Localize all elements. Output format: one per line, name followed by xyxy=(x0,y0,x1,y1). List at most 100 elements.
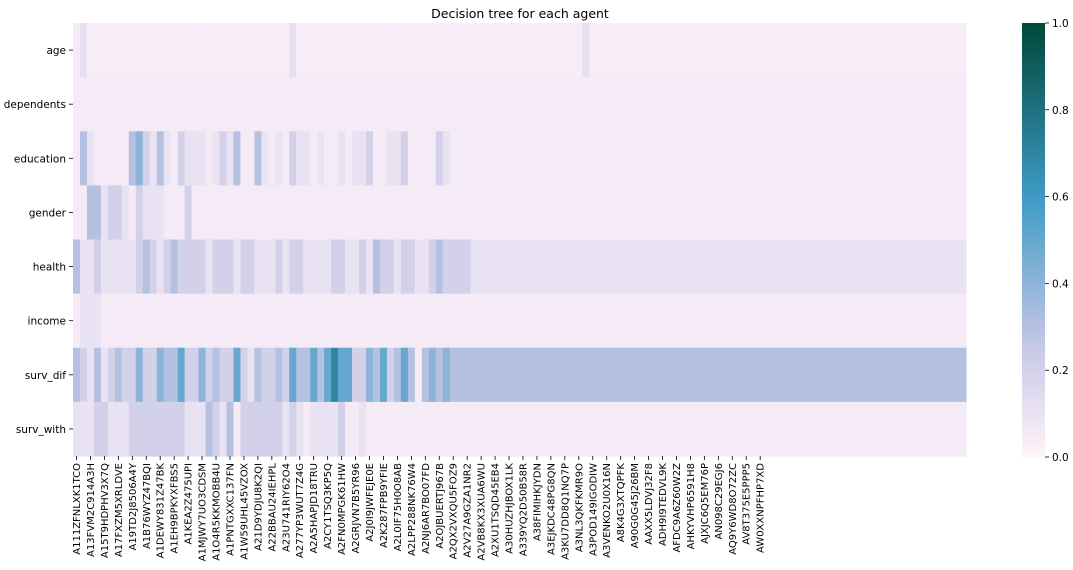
x-tick-label: A2FN0MPGK61HW xyxy=(337,463,348,555)
heatmap-cell xyxy=(177,347,186,403)
heatmap-cell xyxy=(491,77,500,132)
heatmap-cell xyxy=(610,347,618,403)
heatmap-cell xyxy=(268,401,276,457)
heatmap-cell xyxy=(679,347,688,403)
heatmap-cell xyxy=(310,185,318,241)
heatmap-cell xyxy=(547,239,555,295)
heatmap-cell xyxy=(303,401,311,457)
heatmap-cell xyxy=(819,401,828,457)
heatmap-cell xyxy=(603,77,611,132)
heatmap-cell xyxy=(407,185,416,241)
heatmap-cell xyxy=(756,401,765,457)
heatmap-cell xyxy=(896,131,904,186)
heatmap-cell xyxy=(303,77,311,132)
heatmap-cell xyxy=(505,239,514,295)
heatmap-cell xyxy=(428,347,437,403)
heatmap-cell xyxy=(526,293,535,349)
heatmap-cell xyxy=(840,131,848,186)
heatmap-cell xyxy=(163,401,172,457)
heatmap-cell xyxy=(435,239,444,295)
heatmap-cell xyxy=(100,23,109,78)
heatmap-cell xyxy=(686,185,695,241)
heatmap-cell xyxy=(589,131,597,186)
heatmap-cell xyxy=(812,293,821,349)
heatmap-cell xyxy=(338,185,346,241)
heatmap-cell xyxy=(393,185,402,241)
heatmap-cell xyxy=(421,293,430,349)
heatmap-cell xyxy=(861,347,869,403)
heatmap-cell xyxy=(812,131,821,186)
heatmap-cell xyxy=(938,293,946,349)
heatmap-cell xyxy=(728,293,737,349)
heatmap-cell xyxy=(882,23,890,78)
heatmap-cell xyxy=(135,23,144,78)
heatmap-cell xyxy=(352,131,360,186)
heatmap-cell xyxy=(652,131,660,186)
heatmap-cell xyxy=(924,185,932,241)
heatmap-cell xyxy=(686,347,695,403)
heatmap-cell xyxy=(121,77,130,132)
heatmap-cell xyxy=(707,293,716,349)
heatmap-cell xyxy=(345,131,353,186)
heatmap-cell xyxy=(449,185,458,241)
heatmap-cell xyxy=(840,23,848,78)
heatmap-cell xyxy=(645,347,653,403)
heatmap-cell xyxy=(659,347,667,403)
heatmap-cell xyxy=(721,239,730,295)
heatmap-cell xyxy=(331,293,339,349)
heatmap-cell xyxy=(135,185,144,241)
heatmap-cell xyxy=(177,185,186,241)
heatmap-cell xyxy=(728,185,737,241)
heatmap-cell xyxy=(247,401,255,457)
heatmap-cell xyxy=(652,347,660,403)
heatmap-cell xyxy=(819,131,828,186)
x-tick-label: A21D9YDJU8K2QI xyxy=(253,463,264,551)
heatmap-cell xyxy=(477,293,486,349)
heatmap-cell xyxy=(791,347,800,403)
heatmap-cell xyxy=(924,77,932,132)
heatmap-cell xyxy=(959,347,967,403)
heatmap-cell xyxy=(875,77,883,132)
heatmap-cell xyxy=(505,185,514,241)
heatmap-cell xyxy=(191,185,200,241)
heatmap-cell xyxy=(421,77,430,132)
heatmap-cell xyxy=(219,347,228,403)
heatmap-cell xyxy=(526,347,535,403)
x-tick-label: A3EJKDC48PG8QN xyxy=(546,463,557,555)
heatmap-cell xyxy=(156,401,165,457)
heatmap-cell xyxy=(107,131,116,186)
heatmap-cell xyxy=(226,185,235,241)
heatmap-cell xyxy=(882,401,890,457)
heatmap-cell xyxy=(714,401,723,457)
heatmap-cell xyxy=(533,239,542,295)
heatmap-cell xyxy=(359,401,367,457)
heatmap-cell xyxy=(819,347,828,403)
heatmap-cell xyxy=(505,23,514,78)
heatmap-cell xyxy=(261,77,269,132)
heatmap-cell xyxy=(519,131,528,186)
heatmap-cell xyxy=(826,131,835,186)
x-tick-label: A2K287FPB9YFIE xyxy=(379,463,390,548)
x-tick-label: A13FVM2C914A3H xyxy=(86,463,97,557)
heatmap-cell xyxy=(428,185,437,241)
x-tick-label: A1PNTGXXC137FN xyxy=(225,463,236,556)
heatmap-cell xyxy=(917,23,925,78)
heatmap-cell xyxy=(505,77,514,132)
heatmap-cell xyxy=(86,185,95,241)
heatmap-cell xyxy=(442,77,451,132)
heatmap-cell xyxy=(603,131,611,186)
heatmap-cell xyxy=(512,347,521,403)
heatmap-cell xyxy=(854,77,862,132)
heatmap-cell xyxy=(519,401,528,457)
heatmap-cell xyxy=(400,293,409,349)
heatmap-cell xyxy=(561,347,569,403)
heatmap-cell xyxy=(219,401,228,457)
heatmap-cell xyxy=(128,131,137,186)
x-tick-label: A3VENKO2U0X16N xyxy=(602,463,613,558)
heatmap-cell xyxy=(331,77,339,132)
heatmap-cell xyxy=(484,77,493,132)
heatmap-cell xyxy=(582,401,590,457)
heatmap-cell xyxy=(449,293,458,349)
heatmap-cell xyxy=(317,293,325,349)
heatmap-cell xyxy=(931,185,939,241)
